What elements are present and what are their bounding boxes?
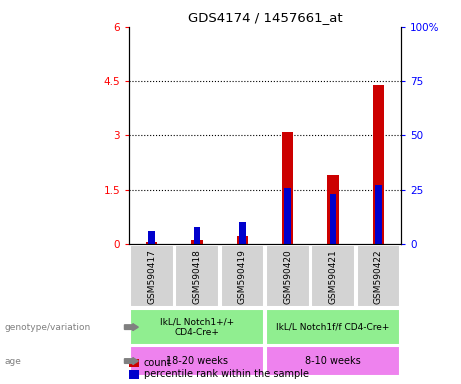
FancyBboxPatch shape: [130, 346, 264, 376]
Bar: [148, 231, 155, 244]
Bar: [146, 242, 157, 244]
Text: GSM590420: GSM590420: [283, 249, 292, 304]
Text: GSM590418: GSM590418: [193, 249, 201, 304]
Bar: [327, 175, 339, 244]
Text: 18-20 weeks: 18-20 weeks: [166, 356, 228, 366]
FancyBboxPatch shape: [130, 309, 264, 345]
Bar: [284, 187, 291, 244]
Text: GSM590419: GSM590419: [238, 249, 247, 304]
FancyBboxPatch shape: [266, 245, 309, 307]
FancyBboxPatch shape: [357, 245, 400, 307]
Text: age: age: [5, 357, 22, 366]
Text: count: count: [144, 358, 171, 368]
Bar: [191, 240, 203, 244]
Text: IkL/L Notch1+/+
CD4-Cre+: IkL/L Notch1+/+ CD4-Cre+: [160, 318, 234, 337]
Bar: [375, 185, 382, 244]
Bar: [282, 132, 293, 244]
FancyBboxPatch shape: [221, 245, 264, 307]
Text: GSM590417: GSM590417: [147, 249, 156, 304]
Bar: [373, 85, 384, 244]
FancyBboxPatch shape: [311, 245, 355, 307]
Bar: [239, 222, 246, 244]
Text: GSM590422: GSM590422: [374, 249, 383, 303]
FancyBboxPatch shape: [175, 245, 219, 307]
Text: 8-10 weeks: 8-10 weeks: [305, 356, 361, 366]
FancyBboxPatch shape: [266, 309, 400, 345]
FancyBboxPatch shape: [266, 346, 400, 376]
Text: percentile rank within the sample: percentile rank within the sample: [144, 369, 309, 379]
Text: IkL/L Notch1f/f CD4-Cre+: IkL/L Notch1f/f CD4-Cre+: [277, 323, 390, 332]
Title: GDS4174 / 1457661_at: GDS4174 / 1457661_at: [188, 11, 343, 24]
Text: genotype/variation: genotype/variation: [5, 323, 91, 332]
FancyBboxPatch shape: [130, 245, 173, 307]
Bar: [237, 236, 248, 244]
Text: GSM590421: GSM590421: [329, 249, 337, 304]
Bar: [330, 194, 337, 244]
Bar: [194, 227, 201, 244]
